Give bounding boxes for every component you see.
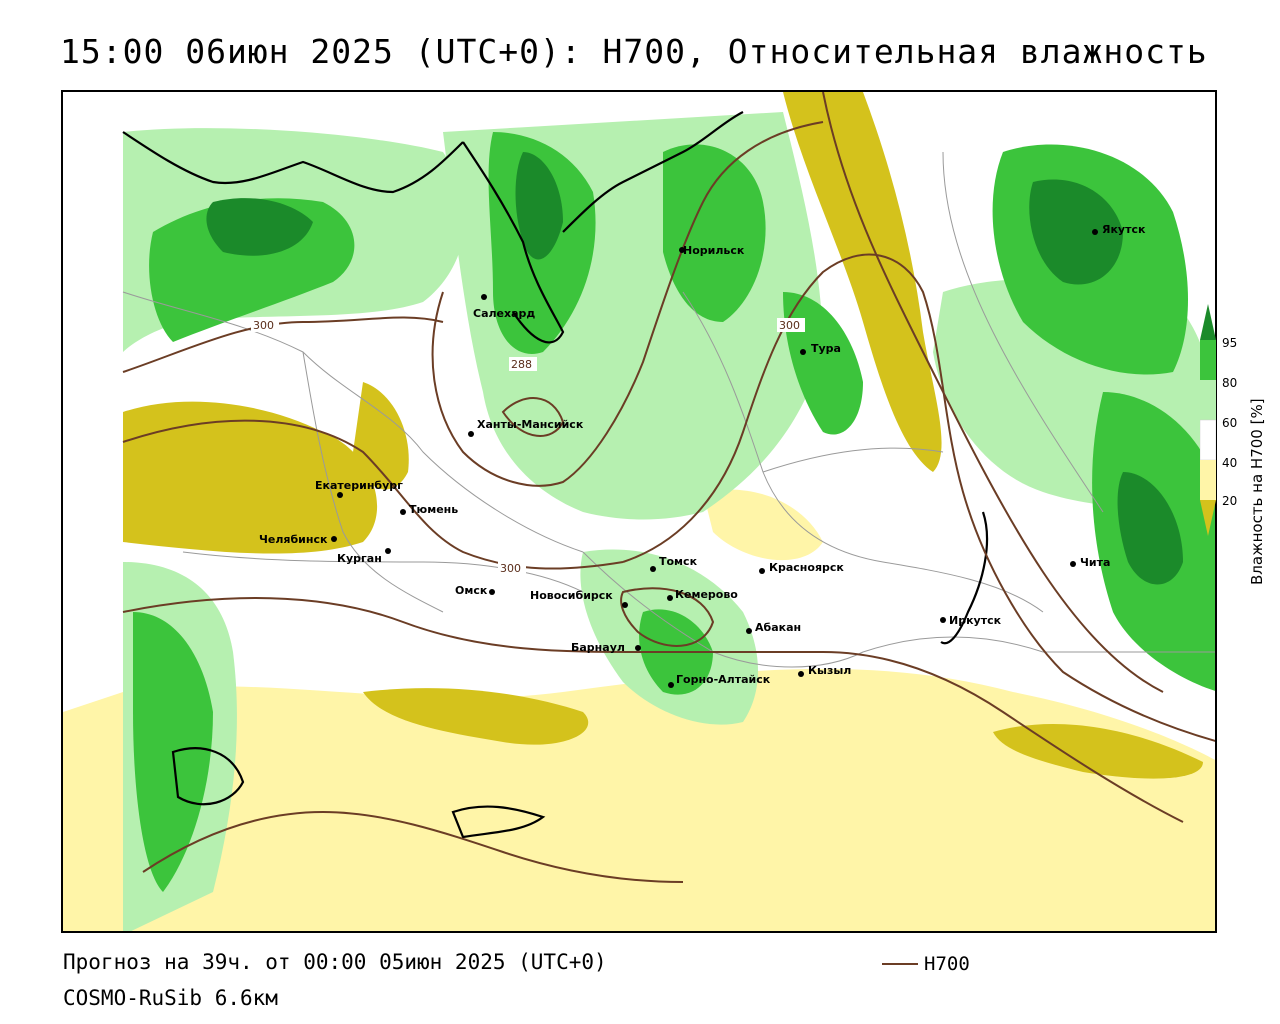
city-label: Абакан (755, 621, 801, 634)
humidity-zone-wet-taymyr (663, 144, 766, 322)
city-label: Омск (455, 584, 488, 597)
colorbar-tick: 20 (1222, 494, 1238, 508)
colorbar-title: Влажность на H700 [%] (1248, 398, 1266, 585)
humidity-zone-saturated-east (1117, 472, 1183, 585)
city-label: Кызыл (808, 664, 851, 677)
colorbar-top-arrow (1200, 304, 1216, 340)
city-label: Салехард (473, 307, 535, 320)
humidity-zone-saturated-yamal (515, 152, 563, 260)
isohypse-label: 300 (500, 562, 521, 575)
city-marker (489, 589, 495, 595)
city-marker (622, 602, 628, 608)
city-label: Томск (659, 555, 698, 568)
model-name: COSMO-RuSib 6.6км (63, 986, 278, 1010)
colorbar-segment-60-80 (1200, 380, 1216, 420)
colorbar-tick: 40 (1222, 456, 1238, 470)
isohypse-label: 300 (779, 319, 800, 332)
isohypse-legend-label: H700 (924, 953, 970, 975)
forecast-info: Прогноз на 39ч. от 00:00 05июн 2025 (UTC… (63, 950, 607, 974)
humidity-zone-saturated-west (206, 198, 313, 256)
isohypses (122, 92, 1215, 883)
humidity-zone-saturated-yakutia (1029, 179, 1123, 285)
city-label: Тура (811, 342, 841, 355)
humidity-zone-dry-south (363, 688, 589, 745)
city-label: Иркутск (949, 614, 1002, 627)
city-marker (337, 492, 343, 498)
humidity-zone-light-yellow-south (63, 668, 1215, 931)
colorbar (1200, 304, 1216, 536)
humidity-zone-dry-urals (353, 382, 409, 490)
city-marker (668, 682, 674, 688)
city-label: Тюмень (409, 503, 458, 516)
humidity-zone-dry-east (993, 723, 1203, 779)
city-marker (667, 595, 673, 601)
coastlines (122, 111, 989, 839)
region-borders (122, 151, 1215, 668)
city-marker (635, 645, 641, 651)
city-marker (800, 349, 806, 355)
colorbar-tick: 80 (1222, 376, 1238, 390)
city-label: Якутск (1102, 223, 1146, 236)
humidity-map: 300 288 300 300 Якутск Норильск Салехард… (63, 92, 1215, 931)
city-label: Новосибирск (530, 589, 613, 602)
colorbar-segment-40-60 (1200, 419, 1216, 461)
city-label: Норильск (683, 244, 745, 257)
city-marker (481, 294, 487, 300)
city-marker (1092, 229, 1098, 235)
city-marker (759, 568, 765, 574)
humidity-zone-light-yellow-center (703, 489, 823, 561)
city-marker (331, 536, 337, 542)
isohypse-label-box (251, 318, 279, 332)
city-label: Кемерово (675, 588, 738, 601)
colorbar-tick: 95 (1222, 336, 1238, 350)
colorbar-segment-20-40 (1200, 460, 1216, 500)
city-marker (385, 548, 391, 554)
map-frame: 300 288 300 300 Якутск Норильск Салехард… (61, 90, 1217, 933)
isohypse-label: 288 (511, 358, 532, 371)
cities: Якутск Норильск Салехард Тура Ханты-Манс… (259, 223, 1146, 688)
city-label: Екатеринбург (315, 479, 403, 492)
city-label: Красноярск (769, 561, 844, 574)
city-marker (940, 617, 946, 623)
isohypse-legend-line (882, 963, 918, 965)
city-marker (468, 431, 474, 437)
colorbar-segment-80-95 (1200, 340, 1216, 380)
isohypse-label-box (498, 561, 526, 575)
city-label: Горно-Алтайск (676, 673, 771, 686)
colorbar-tick: 60 (1222, 416, 1238, 430)
humidity-zone-dry-north (783, 92, 942, 472)
map-title: 15:00 06июн 2025 (UTC+0): H700, Относите… (60, 32, 1208, 71)
humidity-zone-dry-west (123, 401, 378, 554)
isohypse-label: 300 (253, 319, 274, 332)
city-marker (746, 628, 752, 634)
isohypse-label-group: 300 288 300 300 (251, 318, 805, 575)
isohypse-label-box (509, 357, 537, 371)
city-marker (650, 566, 656, 572)
city-label: Ханты-Мансийск (477, 418, 584, 431)
city-marker (679, 247, 685, 253)
city-label: Челябинск (259, 533, 328, 546)
city-label: Барнаул (571, 641, 625, 654)
colorbar-bottom-arrow (1200, 500, 1216, 536)
city-marker (1070, 561, 1076, 567)
city-label: Чита (1080, 556, 1110, 569)
city-label: Курган (337, 552, 382, 565)
city-marker (400, 509, 406, 515)
isohypse-label-box (777, 318, 805, 332)
city-marker (798, 671, 804, 677)
